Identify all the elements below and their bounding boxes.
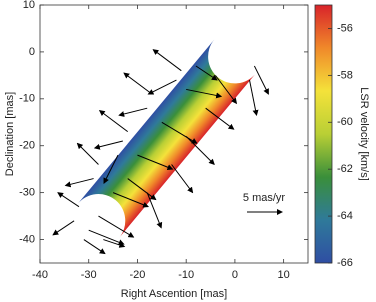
vector-arrow xyxy=(161,121,198,144)
vector-arrow xyxy=(127,178,157,201)
vector-arrow xyxy=(152,49,182,72)
vector-arrow xyxy=(205,107,235,130)
y-tick-label: -20 xyxy=(19,140,35,152)
vector-arrow xyxy=(253,65,269,95)
vector-arrow xyxy=(57,192,80,208)
x-tick-label: -10 xyxy=(178,269,194,281)
y-axis-label: Declination [mas] xyxy=(4,92,16,176)
vector-arrow xyxy=(147,79,177,95)
vector-arrow xyxy=(83,239,106,255)
vector-arrow xyxy=(112,192,150,208)
y-tick-label: 0 xyxy=(29,46,35,58)
x-axis-label: Right Ascention [mas] xyxy=(121,288,227,300)
vector-arrow xyxy=(186,88,223,99)
colorbar-tick-label: -64 xyxy=(337,210,353,222)
y-tick-label: -10 xyxy=(19,93,35,105)
x-tick-label: -20 xyxy=(130,269,146,281)
vector-arrow xyxy=(98,110,129,133)
colorbar xyxy=(314,4,333,264)
plot-area xyxy=(52,39,269,255)
vector-arrow xyxy=(249,79,259,117)
vector-arrow xyxy=(118,107,148,117)
colorbar-tick-label: -56 xyxy=(337,22,353,34)
vector-arrow xyxy=(137,154,174,171)
vector-arrow xyxy=(52,220,75,236)
vector-arrow xyxy=(88,229,125,246)
vector-arrow xyxy=(103,154,119,185)
colorbar-tick-label: -66 xyxy=(337,257,353,269)
vector-arrow xyxy=(93,140,123,150)
x-tick-label: 0 xyxy=(232,269,238,281)
jet xyxy=(77,39,256,238)
plot-frame xyxy=(39,4,309,264)
y-tick-label: -30 xyxy=(19,187,35,199)
vector-arrow xyxy=(146,192,163,229)
vector-arrow xyxy=(215,75,238,105)
colorbar-tick-label: -58 xyxy=(337,69,353,81)
vector-arrow xyxy=(123,72,153,95)
x-tick-label: -40 xyxy=(32,269,48,281)
reference-label: 5 mas/yr xyxy=(243,192,286,204)
vector-arrow xyxy=(64,178,94,188)
y-tick-label: -40 xyxy=(19,233,35,245)
y-tick-label: 10 xyxy=(23,0,35,11)
colorbar-tick-label: -62 xyxy=(337,163,353,175)
colorbar-label: LSR velocity [km/s] xyxy=(358,87,370,181)
vector-arrow xyxy=(98,215,135,238)
vector-arrow xyxy=(103,239,126,248)
x-tick-label: -30 xyxy=(81,269,97,281)
colorbar-tick-label: -60 xyxy=(337,116,353,128)
vector-arrow xyxy=(185,135,215,166)
x-tick-label: 10 xyxy=(278,269,290,281)
vector-arrow xyxy=(171,164,194,194)
vector-arrow xyxy=(195,65,218,81)
vector-arrow xyxy=(76,142,99,165)
